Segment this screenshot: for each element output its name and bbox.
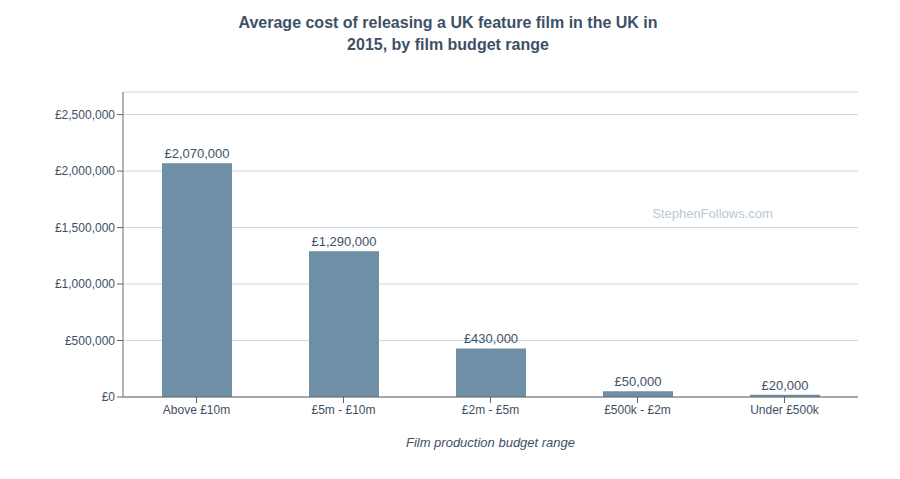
svg-text:£50,000: £50,000 xyxy=(615,374,662,389)
svg-text:£500,000: £500,000 xyxy=(65,334,115,348)
html-text:StephenFollows.com: StephenFollows.com xyxy=(652,206,773,221)
svg-text:£1,290,000: £1,290,000 xyxy=(311,234,376,249)
svg-text:£0: £0 xyxy=(102,390,116,404)
svg-text:£2,000,000: £2,000,000 xyxy=(55,164,115,178)
svg-text:£2,070,000: £2,070,000 xyxy=(164,146,229,161)
svg-text:£500k - £2m: £500k - £2m xyxy=(604,403,671,417)
svg-text:£2,500,000: £2,500,000 xyxy=(55,108,115,122)
svg-text:Film production budget range: Film production budget range xyxy=(406,435,575,450)
svg-text:£1,000,000: £1,000,000 xyxy=(55,277,115,291)
svg-text:£5m - £10m: £5m - £10m xyxy=(311,403,375,417)
html-text:Average cost of releasing a UK: Average cost of releasing a UK feature f… xyxy=(238,14,658,53)
svg-text:Under £500k: Under £500k xyxy=(750,403,820,417)
svg-text:£1,500,000: £1,500,000 xyxy=(55,221,115,235)
svg-text:£430,000: £430,000 xyxy=(464,331,518,346)
svg-text:£2m - £5m: £2m - £5m xyxy=(462,403,519,417)
svg-text:Above £10m: Above £10m xyxy=(163,403,230,417)
svg-text:£20,000: £20,000 xyxy=(762,378,809,393)
